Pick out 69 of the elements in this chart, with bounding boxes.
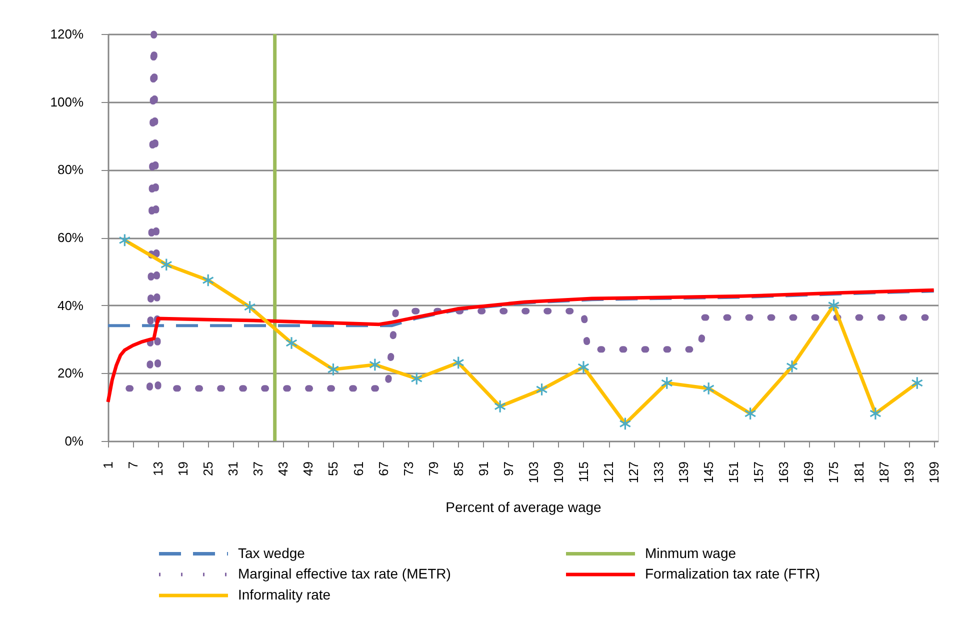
x-tick-label: 145 xyxy=(701,462,716,484)
x-tick-label: 199 xyxy=(926,462,942,484)
legend-label: Tax wedge xyxy=(238,544,306,561)
x-tick-label: 193 xyxy=(901,462,916,484)
x-tick-label: 7 xyxy=(126,462,141,469)
x-tick-label: 31 xyxy=(226,462,241,476)
y-tick-label: 60% xyxy=(57,230,84,245)
x-tick-label: 67 xyxy=(376,462,391,476)
y-tick-label: 100% xyxy=(50,94,84,110)
legend-label: Informality rate xyxy=(238,586,331,602)
x-tick-label: 19 xyxy=(176,462,191,476)
point xyxy=(702,382,715,396)
x-tick-label: 1 xyxy=(100,462,116,469)
x-tick-label: 103 xyxy=(526,462,541,484)
point xyxy=(744,406,756,420)
x-tick-label: 169 xyxy=(801,462,816,484)
legend-label: Marginal effective tax rate (METR) xyxy=(238,566,451,582)
point xyxy=(202,274,214,287)
point xyxy=(410,372,423,386)
x-tick-label: 175 xyxy=(826,462,842,484)
x-tick-label: 91 xyxy=(476,462,491,476)
x-tick-label: 37 xyxy=(250,462,266,476)
point xyxy=(160,258,172,272)
point xyxy=(536,382,548,396)
point xyxy=(286,336,298,350)
x-tick-label: 151 xyxy=(726,462,742,484)
x-tick-label: 187 xyxy=(876,462,892,484)
x-tick-label: 157 xyxy=(751,462,766,484)
x-tick-label: 139 xyxy=(676,462,692,484)
point xyxy=(452,356,464,370)
x-tick-label: 49 xyxy=(300,462,316,476)
x-tick-label: 25 xyxy=(200,462,216,476)
legend-label: Formalization tax rate (FTR) xyxy=(645,566,820,582)
point xyxy=(660,376,673,390)
point xyxy=(118,233,131,247)
point xyxy=(494,400,506,414)
y-tick-label: 20% xyxy=(57,366,84,381)
x-axis-title: Percent of average wage xyxy=(446,499,602,516)
x-tick-label: 73 xyxy=(400,462,416,476)
point xyxy=(869,406,882,420)
x-tick-label: 127 xyxy=(626,462,642,484)
x-tick-label: 13 xyxy=(150,462,166,476)
point xyxy=(244,300,256,314)
x-tick-label: 79 xyxy=(426,462,441,476)
point xyxy=(786,360,798,374)
y-tick-label: 80% xyxy=(57,162,84,178)
x-tick-label: 85 xyxy=(450,462,466,476)
x-tick-label: 115 xyxy=(576,462,591,482)
x-tick-label: 97 xyxy=(500,462,516,476)
point xyxy=(327,362,340,376)
point xyxy=(828,298,840,312)
point xyxy=(368,358,381,372)
x-tick-label: 55 xyxy=(326,462,341,476)
y-tick-label: 120% xyxy=(50,26,84,42)
x-tick-label: 61 xyxy=(350,462,366,476)
line-series xyxy=(106,290,936,328)
y-tick-label: 40% xyxy=(57,298,84,313)
point xyxy=(911,376,924,390)
x-tick-label: 181 xyxy=(851,462,866,484)
point xyxy=(578,360,590,374)
point xyxy=(619,416,632,430)
x-tick-label: 163 xyxy=(776,462,792,484)
x-tick-label: 133 xyxy=(651,462,666,484)
x-tick-label: 121 xyxy=(601,462,616,484)
x-tick-label: 43 xyxy=(276,462,291,476)
y-tick-label: 0% xyxy=(64,434,84,448)
legend-label: Minmum wage xyxy=(645,544,736,561)
x-tick-label: 109 xyxy=(550,462,566,484)
line-series xyxy=(106,288,936,404)
